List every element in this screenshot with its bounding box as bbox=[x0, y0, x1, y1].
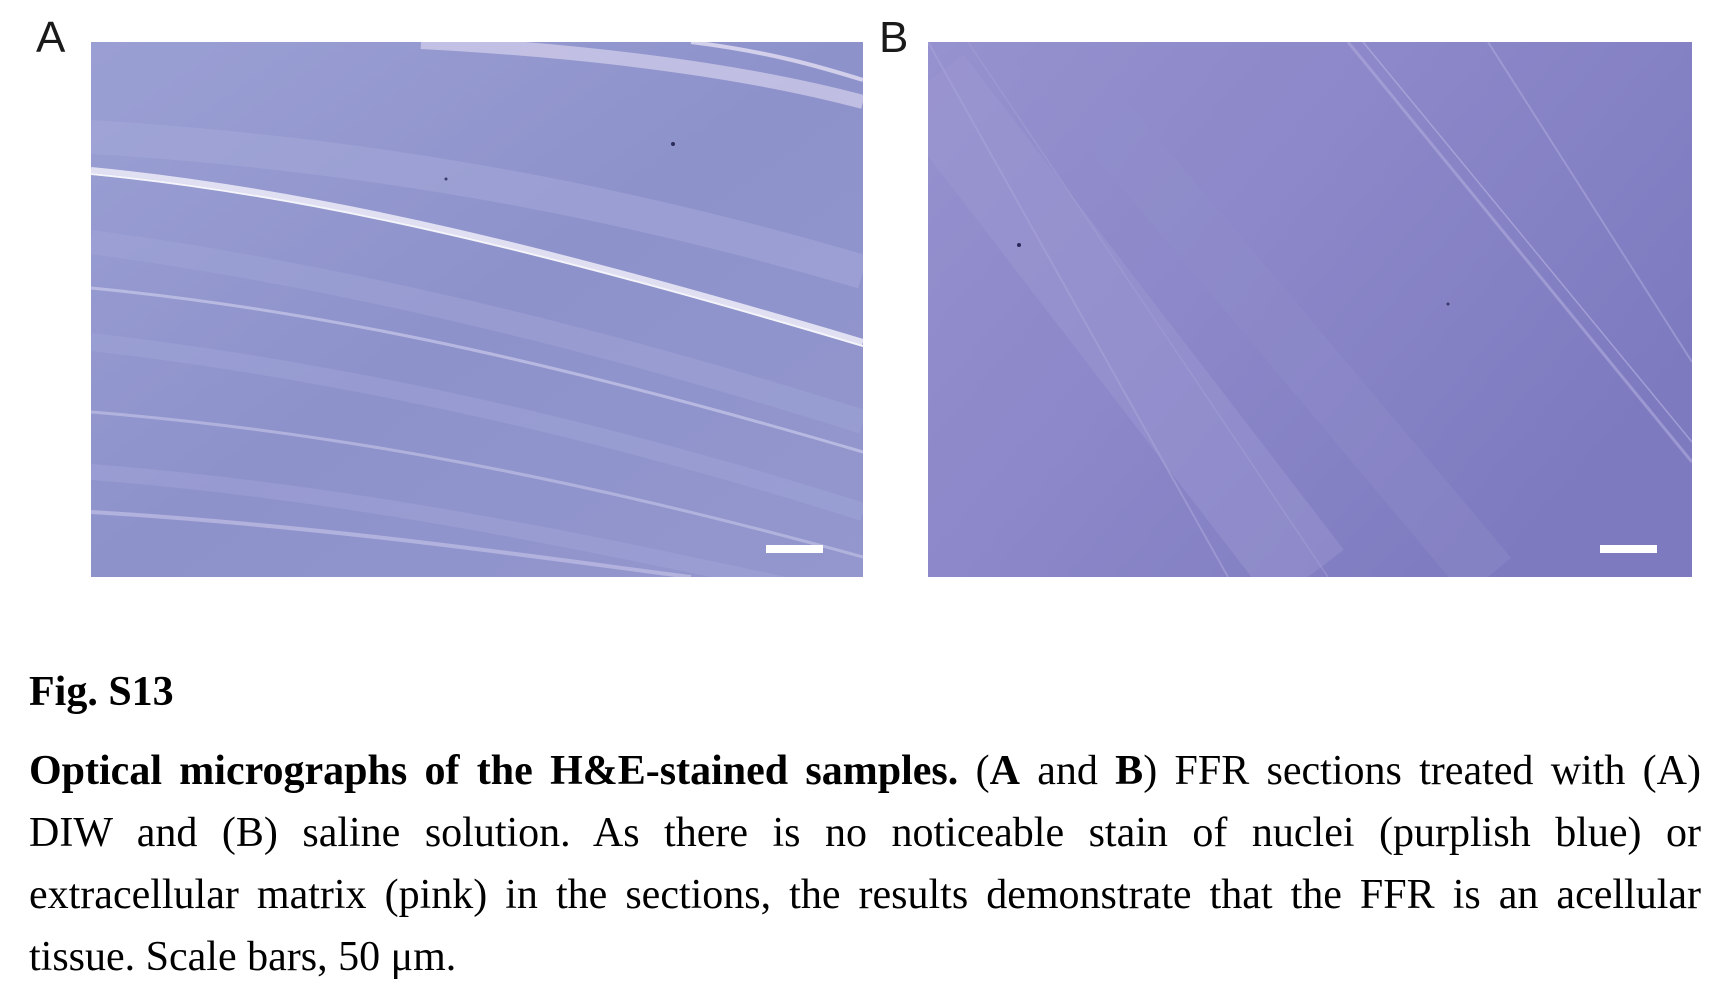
scale-bar-a bbox=[766, 545, 823, 553]
caption-text-3: ) FFR sections treated with (A) DIW and … bbox=[29, 748, 1701, 980]
caption-text-1: ( bbox=[958, 748, 990, 794]
figure-caption: Optical micrographs of the H&E-stained s… bbox=[29, 740, 1701, 988]
caption-bold-b: B bbox=[1115, 748, 1144, 794]
scale-bar-b bbox=[1600, 545, 1657, 553]
caption-bold-a: A bbox=[989, 748, 1020, 794]
micrograph-a-image bbox=[91, 42, 863, 577]
figure-label: Fig. S13 bbox=[29, 669, 174, 715]
micrograph-a bbox=[91, 42, 863, 577]
panel-b-label: B bbox=[879, 13, 909, 62]
caption-text-2: and bbox=[1019, 748, 1116, 794]
caption-title: Optical micrographs of the H&E-stained s… bbox=[29, 748, 959, 794]
micrograph-b bbox=[928, 42, 1692, 577]
panel-a-label: A bbox=[36, 13, 66, 62]
micrograph-b-image bbox=[928, 42, 1692, 577]
